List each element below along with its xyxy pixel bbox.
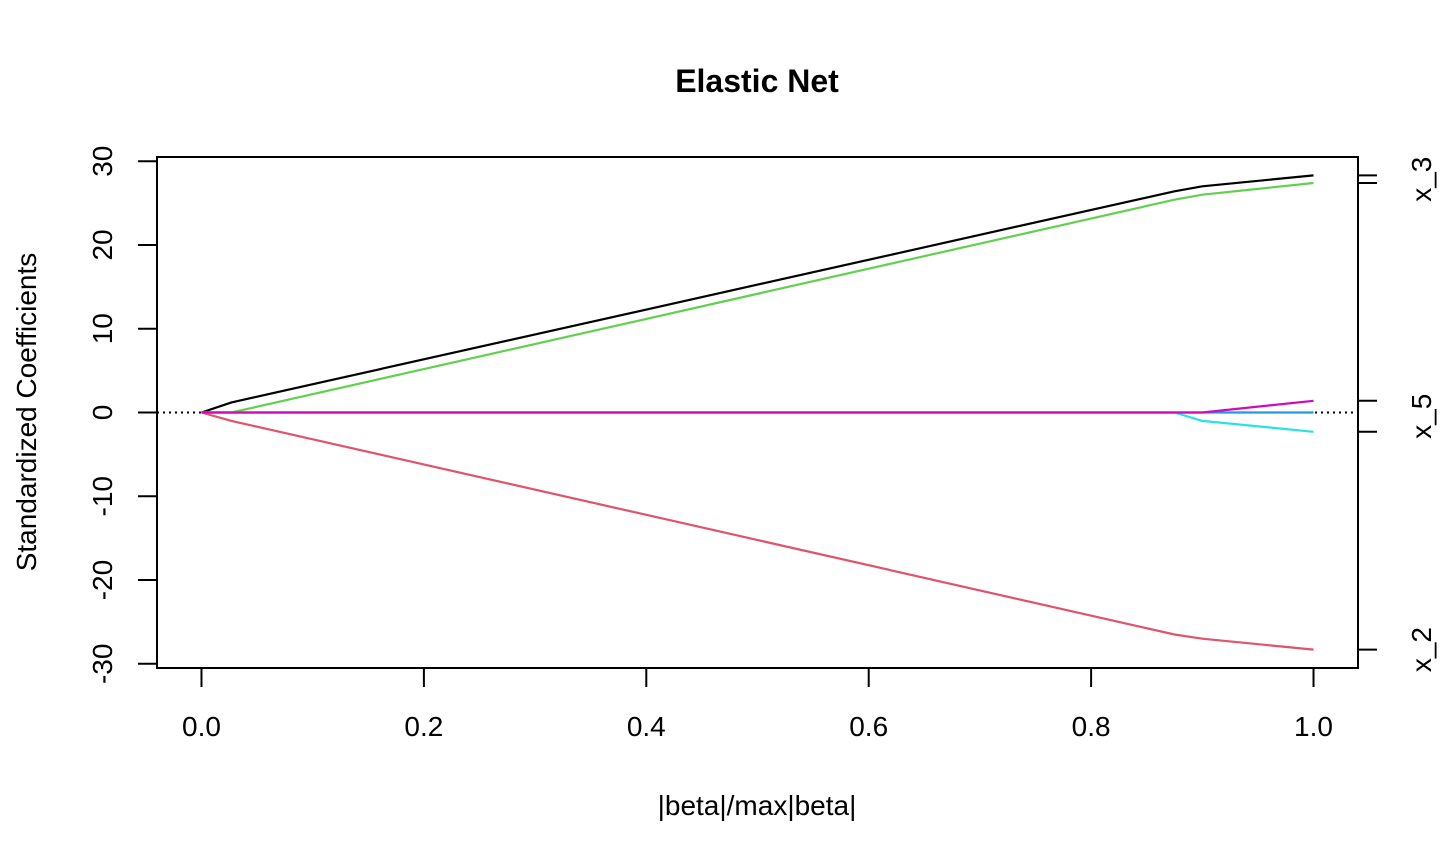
series-layer: [201, 174, 1314, 651]
right-axis-label: x_5: [1406, 394, 1437, 439]
series-line-2: [201, 411, 1314, 651]
y-tick-label: 0: [87, 405, 118, 421]
x-tick-label: 0.6: [849, 711, 888, 742]
x-tick-label: 0.4: [627, 711, 666, 742]
y-tick-label: 20: [87, 229, 118, 260]
series-line-6: [201, 399, 1314, 414]
right-axis-label: x_2: [1406, 627, 1437, 672]
x-tick-label: 0.0: [182, 711, 221, 742]
x-tick-label: 0.8: [1072, 711, 1111, 742]
chart-title: Elastic Net: [675, 63, 839, 99]
y-tick-label: -10: [87, 476, 118, 516]
series-line-5: [201, 411, 1314, 433]
x-tick-label: 1.0: [1294, 711, 1333, 742]
y-tick-label: -30: [87, 644, 118, 684]
series-line-3: [201, 181, 1314, 414]
y-axis: -30 -20 -10 0 10 20 30: [87, 146, 158, 684]
right-axis: x_3 x_5 x_2: [1357, 157, 1437, 672]
series-line-1: [201, 174, 1314, 414]
x-axis: 0.0 0.2 0.4 0.6 0.8 1.0: [182, 667, 1333, 742]
y-tick-label: 30: [87, 146, 118, 177]
y-axis-label: Standardized Coefficients: [11, 253, 42, 572]
y-tick-label: 10: [87, 313, 118, 344]
right-axis-label: x_3: [1406, 157, 1437, 202]
x-tick-label: 0.2: [404, 711, 443, 742]
x-axis-label: |beta|/max|beta|: [658, 790, 857, 821]
y-tick-label: -20: [87, 560, 118, 600]
